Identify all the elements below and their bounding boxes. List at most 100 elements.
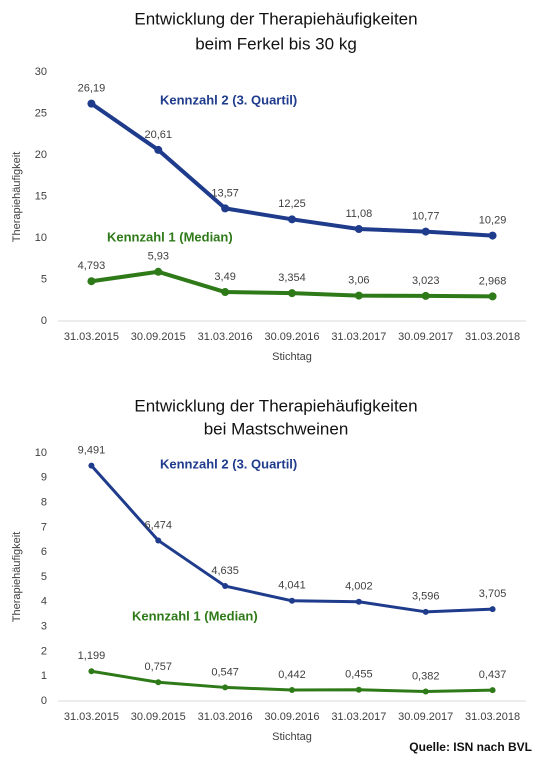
point	[155, 537, 162, 544]
x-axis-title: Stichtag	[272, 351, 312, 363]
data-label: 2,968	[479, 275, 507, 287]
point	[87, 277, 96, 286]
data-label: 0,442	[278, 669, 306, 681]
point	[422, 608, 429, 615]
data-label: 3,705	[479, 588, 507, 600]
y-tick-label: 5	[41, 571, 47, 583]
point	[222, 684, 229, 691]
x-tick-label: 30.09.2016	[264, 331, 319, 343]
point	[489, 687, 496, 694]
series-label: Kennzahl 1 (Median)	[107, 229, 233, 244]
x-tick-label: 31.03.2016	[198, 331, 253, 343]
y-tick-label: 3	[41, 621, 47, 633]
data-label: 26,19	[78, 83, 106, 95]
data-label: 3,023	[412, 275, 440, 287]
data-label: 9,491	[78, 445, 106, 457]
chart-title: Entwicklung der Therapiehäufigkeiten	[134, 9, 417, 28]
y-tick-label: 10	[35, 232, 47, 244]
data-label: 4,041	[278, 580, 306, 592]
data-label: 3,354	[278, 272, 306, 284]
data-label: 13,57	[211, 187, 239, 199]
x-tick-label: 31.03.2018	[465, 711, 520, 723]
y-tick-label: 5	[41, 273, 47, 285]
y-tick-label: 25	[35, 107, 47, 119]
point	[288, 215, 296, 224]
y-tick-label: 4	[41, 596, 47, 608]
point	[289, 687, 295, 694]
y-tick-label: 1	[41, 670, 47, 682]
data-label: 20,61	[145, 129, 173, 141]
x-tick-label: 30.09.2017	[398, 331, 453, 343]
y-axis-title: Therapiehäufigkeit	[11, 152, 23, 243]
point	[354, 291, 363, 300]
y-tick-label: 8	[41, 497, 47, 509]
x-tick-label: 31.03.2017	[331, 711, 386, 723]
x-tick-label: 31.03.2015	[64, 331, 119, 343]
chart-title: beim Ferkel bis 30 kg	[195, 34, 357, 53]
x-axis-title: Stichtag	[272, 731, 312, 743]
y-tick-label: 0	[41, 315, 47, 327]
data-label: 3,596	[412, 591, 440, 603]
point	[288, 289, 296, 298]
point	[354, 225, 363, 234]
series-label: Kennzahl 2 (3. Quartil)	[160, 456, 297, 471]
y-tick-label: 7	[41, 521, 47, 533]
x-tick-label: 31.03.2018	[465, 331, 520, 343]
y-tick-label: 10	[35, 447, 47, 459]
data-label: 0,437	[479, 669, 507, 681]
point	[154, 267, 163, 276]
y-tick-label: 20	[35, 149, 47, 161]
data-label: 11,08	[345, 208, 372, 220]
x-tick-label: 31.03.2016	[198, 711, 253, 723]
data-label: 3,49	[214, 271, 235, 283]
y-tick-label: 6	[41, 546, 47, 558]
data-label: 10,29	[479, 214, 507, 226]
series-label: Kennzahl 2 (3. Quartil)	[160, 92, 297, 107]
point	[87, 99, 96, 108]
data-label: 12,25	[278, 198, 306, 210]
data-label: 3,06	[348, 275, 369, 287]
data-label: 0,455	[345, 669, 373, 681]
data-label: 4,793	[78, 260, 106, 272]
data-label: 4,002	[345, 581, 373, 593]
data-label: 10,77	[412, 211, 440, 223]
chart-title: Entwicklung der Therapiehäufigkeiten	[134, 396, 417, 415]
x-tick-label: 30.09.2015	[131, 331, 186, 343]
y-tick-label: 30	[35, 66, 47, 78]
data-label: 0,382	[412, 670, 440, 682]
point	[488, 231, 497, 240]
data-label: 6,474	[145, 519, 173, 531]
point	[355, 598, 362, 605]
data-label: 0,757	[145, 661, 173, 673]
x-tick-label: 31.03.2015	[64, 711, 119, 723]
chart-title: bei Mastschweinen	[204, 419, 349, 438]
x-tick-label: 30.09.2016	[264, 711, 319, 723]
point	[222, 583, 229, 590]
data-label: 5,93	[148, 251, 169, 263]
y-tick-label: 2	[41, 645, 47, 657]
point	[289, 597, 295, 604]
point	[489, 606, 496, 613]
point	[88, 668, 95, 675]
series-label: Kennzahl 1 (Median)	[132, 608, 258, 623]
point	[421, 291, 430, 300]
point	[221, 204, 230, 213]
source: Quelle: ISN nach BVL	[409, 740, 532, 754]
x-tick-label: 31.03.2017	[331, 331, 386, 343]
x-tick-label: 30.09.2017	[398, 711, 453, 723]
point	[488, 292, 497, 301]
y-tick-label: 9	[41, 472, 47, 484]
y-axis-title: Therapiehäufigkeit	[11, 532, 23, 623]
data-label: 0,547	[211, 666, 239, 678]
data-label: 4,635	[211, 565, 239, 577]
point	[355, 686, 362, 693]
point	[155, 679, 162, 686]
point	[154, 145, 163, 154]
point	[221, 288, 230, 297]
x-tick-label: 30.09.2015	[131, 711, 186, 723]
data-label: 1,199	[78, 650, 106, 662]
point	[88, 462, 95, 469]
point	[421, 227, 430, 236]
y-tick-label: 0	[41, 695, 47, 707]
